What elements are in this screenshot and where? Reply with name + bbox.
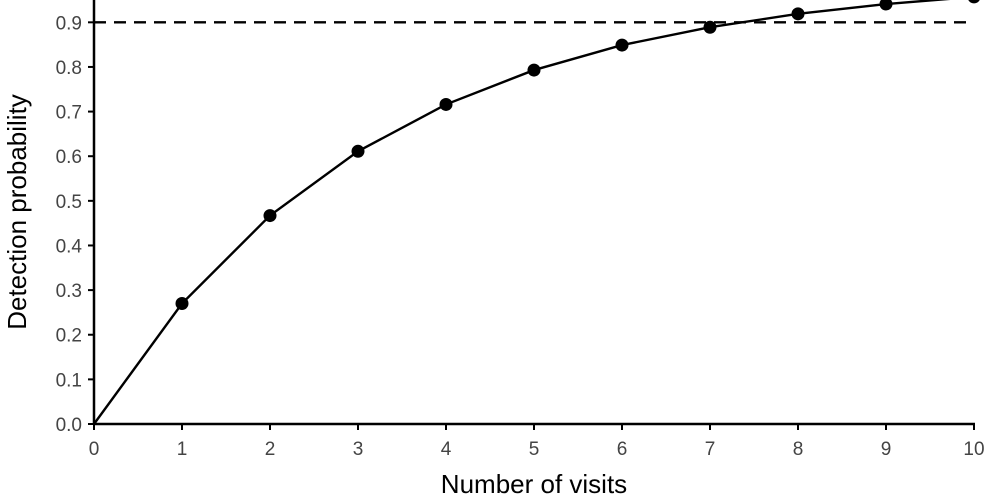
x-tick-label: 9 xyxy=(881,439,892,460)
x-tick-label: 7 xyxy=(705,439,716,460)
y-axis-title: Detection probability xyxy=(2,94,32,330)
data-point xyxy=(175,296,189,310)
x-tick-label: 6 xyxy=(617,439,628,460)
x-tick-label: 3 xyxy=(353,439,364,460)
y-ticks: 0.0 0.1 0.2 0.3 0.4 0.5 0.6 0.7 0.8 0.9 xyxy=(56,13,94,436)
x-tick-label: 0 xyxy=(89,439,100,460)
x-tick-label: 10 xyxy=(963,439,984,460)
y-tick-label: 0.2 xyxy=(56,326,82,347)
y-tick-label: 0.9 xyxy=(56,13,82,34)
data-point xyxy=(968,0,980,4)
x-tick-label: 2 xyxy=(265,439,276,460)
y-tick-label: 0.4 xyxy=(56,236,83,257)
y-tick-label: 0.6 xyxy=(56,147,82,168)
x-tick-label: 8 xyxy=(793,439,804,460)
data-point xyxy=(791,7,805,21)
x-tick-label: 1 xyxy=(177,439,188,460)
data-point xyxy=(527,63,541,77)
data-point xyxy=(263,209,277,223)
x-ticks: 0 1 2 3 4 5 6 7 8 9 10 xyxy=(89,424,985,460)
y-tick-label: 0.3 xyxy=(56,281,82,302)
y-tick-label: 0.8 xyxy=(56,58,82,79)
data-point xyxy=(879,0,893,11)
y-tick-label: 0.7 xyxy=(56,103,82,124)
y-tick-label: 0.1 xyxy=(56,370,82,391)
data-point xyxy=(615,38,629,52)
data-point xyxy=(703,20,717,34)
data-points xyxy=(175,0,980,310)
data-point xyxy=(351,144,365,158)
x-tick-label: 5 xyxy=(529,439,540,460)
data-point xyxy=(439,97,453,111)
y-tick-label: 0.5 xyxy=(56,192,82,213)
x-tick-label: 4 xyxy=(441,439,452,460)
y-tick-label: 0.0 xyxy=(56,415,82,436)
x-axis-title: Number of visits xyxy=(441,469,627,498)
